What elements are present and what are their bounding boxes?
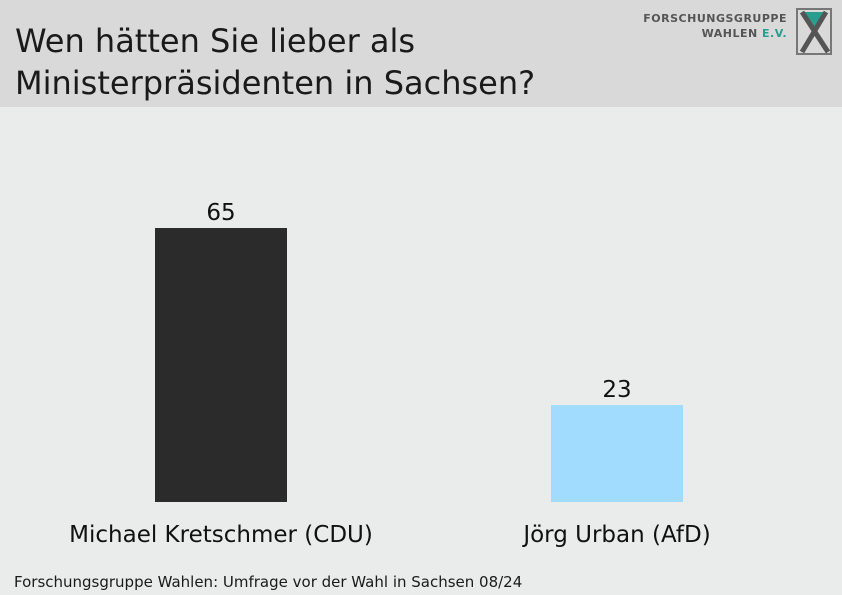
page-title: Wen hätten Sie lieber als Ministerpräsid… [15, 20, 615, 104]
logo-text: FORSCHUNGSGRUPPE WAHLEN E.V. [643, 11, 787, 41]
value-label-1: 23 [602, 377, 631, 403]
bar-0 [155, 228, 287, 502]
header: Wen hätten Sie lieber als Ministerpräsid… [0, 0, 842, 107]
bar-chart: 65 Michael Kretschmer (CDU) 23 Jörg Urban (… [69, 200, 711, 548]
logo-line-2-accent: E.V. [762, 27, 787, 40]
source-note: Forschungsgruppe Wahlen: Umfrage vor der… [14, 573, 523, 591]
title-line-2: Ministerpräsidenten in Sachsen? [15, 64, 536, 102]
value-label-0: 65 [206, 200, 235, 226]
logo-line-2-main: WAHLEN [701, 27, 758, 40]
bar-1 [551, 405, 683, 502]
category-label-0: Michael Kretschmer (CDU) [69, 522, 373, 548]
title-line-1: Wen hätten Sie lieber als [15, 22, 416, 60]
logo-line-1: FORSCHUNGSGRUPPE [643, 12, 787, 25]
logo-line-2: WAHLEN E.V. [643, 26, 787, 41]
category-label-1: Jörg Urban (AfD) [521, 522, 710, 548]
logo-icon [796, 8, 832, 55]
